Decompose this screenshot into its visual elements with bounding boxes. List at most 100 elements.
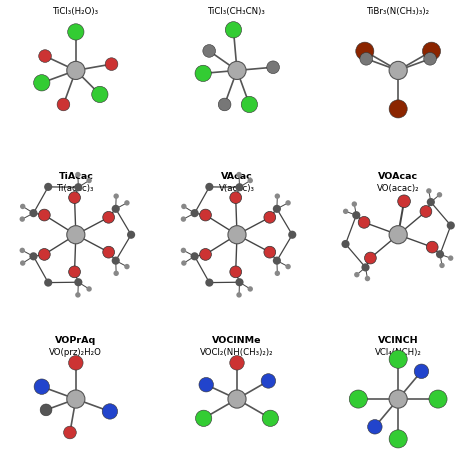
Circle shape: [352, 201, 357, 207]
Text: VAcac: VAcac: [221, 172, 253, 181]
Circle shape: [389, 390, 407, 408]
Text: VCl₄(NCH)₂: VCl₄(NCH)₂: [375, 348, 421, 357]
Circle shape: [112, 256, 120, 264]
Text: TiCl₃(H₂O)₃: TiCl₃(H₂O)₃: [53, 8, 99, 17]
Circle shape: [237, 172, 242, 177]
Circle shape: [228, 226, 246, 244]
Circle shape: [103, 246, 115, 258]
Circle shape: [69, 266, 81, 278]
Circle shape: [274, 193, 280, 199]
Circle shape: [20, 204, 26, 209]
Circle shape: [429, 390, 447, 408]
Circle shape: [361, 264, 370, 272]
Circle shape: [274, 271, 280, 276]
Circle shape: [236, 278, 244, 286]
Circle shape: [64, 426, 76, 439]
Circle shape: [102, 404, 118, 419]
Circle shape: [69, 356, 83, 370]
Circle shape: [200, 248, 211, 260]
Circle shape: [124, 200, 130, 206]
Circle shape: [288, 231, 296, 239]
Circle shape: [74, 278, 82, 286]
Circle shape: [40, 404, 52, 416]
Circle shape: [205, 279, 213, 287]
Circle shape: [195, 410, 212, 427]
Circle shape: [203, 45, 216, 57]
Circle shape: [426, 241, 438, 253]
Circle shape: [225, 22, 242, 38]
Circle shape: [341, 240, 350, 248]
Circle shape: [29, 209, 37, 217]
Circle shape: [439, 263, 445, 268]
Circle shape: [264, 246, 276, 258]
Circle shape: [422, 42, 440, 60]
Circle shape: [127, 231, 135, 239]
Text: TiCl₃(CH₃CN)₃: TiCl₃(CH₃CN)₃: [208, 8, 266, 17]
Circle shape: [86, 178, 92, 183]
Circle shape: [44, 183, 52, 191]
Circle shape: [86, 286, 92, 292]
Circle shape: [354, 272, 360, 277]
Circle shape: [267, 61, 280, 73]
Text: VClNCH: VClNCH: [378, 336, 419, 345]
Circle shape: [389, 226, 407, 244]
Circle shape: [113, 193, 119, 199]
Circle shape: [230, 266, 242, 278]
Text: VOAcac: VOAcac: [378, 172, 418, 181]
Circle shape: [424, 53, 437, 65]
Circle shape: [191, 209, 199, 217]
Circle shape: [273, 256, 281, 264]
Circle shape: [228, 61, 246, 80]
Circle shape: [437, 192, 442, 198]
Circle shape: [19, 216, 25, 222]
Circle shape: [67, 390, 85, 408]
Text: VO(acac)₂: VO(acac)₂: [377, 184, 419, 193]
Circle shape: [230, 191, 242, 203]
Circle shape: [67, 61, 85, 80]
Circle shape: [389, 61, 407, 80]
Circle shape: [19, 247, 25, 253]
Circle shape: [199, 377, 213, 392]
Circle shape: [228, 390, 246, 408]
Circle shape: [200, 209, 211, 221]
Circle shape: [285, 200, 291, 206]
Circle shape: [356, 42, 374, 60]
Circle shape: [38, 209, 50, 221]
Circle shape: [91, 86, 108, 102]
Text: VOPrAq: VOPrAq: [55, 336, 97, 345]
Circle shape: [112, 205, 120, 213]
Circle shape: [261, 374, 275, 388]
Circle shape: [20, 260, 26, 266]
Circle shape: [365, 276, 370, 281]
Text: VOCl₂(NH(CH₃)₂)₂: VOCl₂(NH(CH₃)₂)₂: [200, 348, 274, 357]
Circle shape: [181, 247, 186, 253]
Circle shape: [75, 172, 81, 177]
Circle shape: [57, 98, 70, 111]
Circle shape: [360, 53, 373, 65]
Circle shape: [389, 350, 407, 368]
Circle shape: [414, 364, 428, 379]
Circle shape: [67, 226, 85, 244]
Circle shape: [205, 183, 213, 191]
Text: Ti(acac)₃: Ti(acac)₃: [57, 184, 95, 193]
Circle shape: [44, 279, 52, 287]
Circle shape: [237, 292, 242, 298]
Circle shape: [389, 100, 407, 118]
Circle shape: [105, 58, 118, 71]
Circle shape: [398, 195, 410, 208]
Circle shape: [34, 379, 49, 394]
Circle shape: [426, 188, 432, 194]
Circle shape: [349, 390, 367, 408]
Circle shape: [273, 205, 281, 213]
Circle shape: [230, 356, 244, 370]
Circle shape: [103, 211, 115, 223]
Circle shape: [365, 252, 376, 264]
Text: V(acac)₃: V(acac)₃: [219, 184, 255, 193]
Circle shape: [34, 75, 50, 91]
Circle shape: [447, 221, 455, 229]
Circle shape: [75, 292, 81, 298]
Circle shape: [241, 96, 257, 113]
Circle shape: [247, 286, 253, 292]
Circle shape: [191, 252, 199, 260]
Text: TiBr₃(N(CH₃)₃)₂: TiBr₃(N(CH₃)₃)₂: [366, 8, 430, 17]
